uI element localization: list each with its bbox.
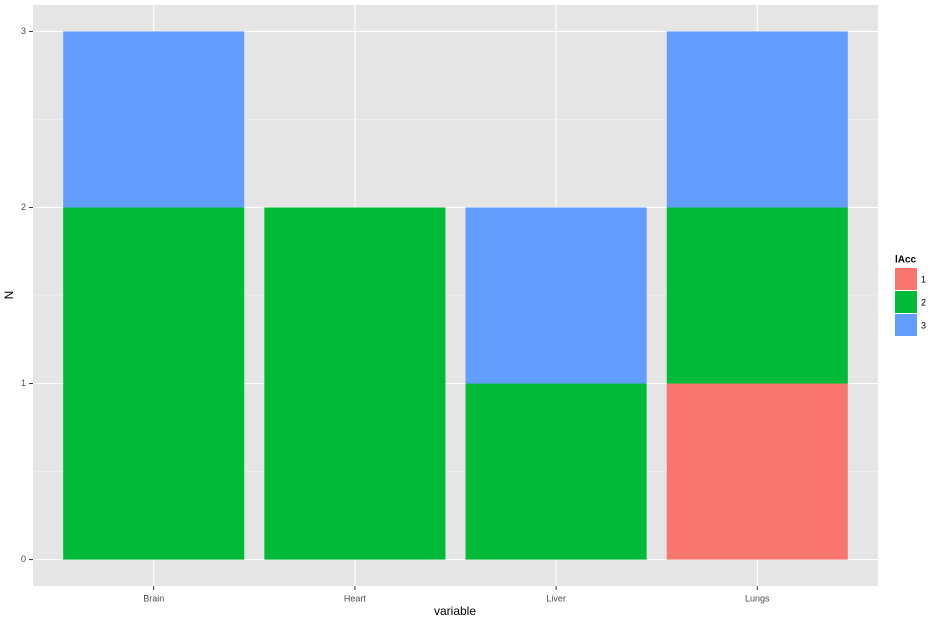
bar-segment [666,31,848,208]
x-tick-label: Heart [344,593,367,603]
bar-segment [465,383,647,560]
x-tick-label: Lungs [745,593,770,603]
bar-segment [63,31,245,208]
bar-segment [264,207,446,560]
x-tick-label: Brain [143,593,164,603]
bar-segment [666,207,848,384]
legend-label: 3 [921,320,926,330]
y-tick-label: 0 [21,554,26,564]
legend-key [895,314,917,336]
bar-segment [465,207,647,384]
x-tick-label: Liver [546,593,566,603]
y-axis-title: N [2,291,16,300]
x-axis-title: variable [434,604,476,618]
legend-key [895,291,917,313]
legend-title: lAcc [895,255,917,266]
bar-segment [666,383,848,560]
y-tick-label: 2 [21,202,26,212]
y-tick-label: 3 [21,26,26,36]
bar-segment [63,207,245,560]
legend-label: 1 [921,274,926,284]
legend-key [895,268,917,290]
y-tick-label: 1 [21,378,26,388]
legend-label: 2 [921,297,926,307]
